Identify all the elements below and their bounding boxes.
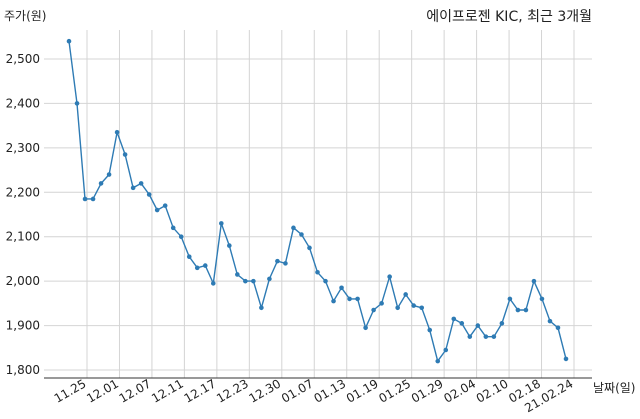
x-tick-label: 01.25 [376,376,413,405]
x-axis-title: 날짜(일) [593,381,635,395]
y-tick-label: 2,500 [6,52,40,66]
data-point [170,225,176,231]
data-point [138,181,144,186]
data-point [299,232,304,237]
data-point [178,234,184,240]
data-point [395,305,400,311]
data-point [539,296,545,302]
data-point [547,318,553,324]
y-tick-label: 2,100 [6,230,40,244]
data-point [251,278,256,284]
data-point [235,272,240,277]
data-point [82,196,88,202]
data-point [122,152,128,157]
data-point [323,278,328,284]
data-point [403,292,408,297]
data-point [227,243,232,248]
data-point [555,325,561,331]
data-point [186,254,192,260]
data-point [451,316,457,322]
y-tick-labels: 1,800 1,900 2,000 2,100 2,200 2,300 2,400 2,500 [6,52,40,377]
data-point [515,307,521,313]
data-point [130,185,136,191]
chart-title: 에이프로젠 KIC, 최근 3개월 [426,9,592,25]
data-point [459,321,465,326]
y-tick-label: 1,800 [6,363,40,377]
data-point [114,130,120,135]
x-tick-label: 12.07 [117,376,154,405]
data-point [331,298,336,304]
data-point [339,285,344,291]
data-point [315,269,320,275]
y-tick-label: 2,300 [6,141,40,155]
y-tick-label: 2,200 [6,185,40,199]
x-tick-label: 12.11 [149,376,186,405]
data-point [275,258,280,264]
data-point [291,225,296,231]
x-tick-label: 12.01 [84,376,121,405]
data-point [154,207,160,213]
data-point [146,192,152,197]
x-tick-label: 12.23 [214,376,251,405]
data-point [210,281,216,286]
data-point [379,301,384,306]
data-point [90,196,96,202]
grid-lines [44,30,592,378]
data-point [74,101,80,106]
x-tick-label: 01.13 [311,376,348,405]
data-point [219,221,224,226]
data-point [283,261,288,266]
y-tick-label: 2,000 [6,274,40,288]
data-point [507,296,513,302]
x-tick-label: 01.29 [409,376,446,405]
data-point [411,303,416,308]
data-point [435,358,441,364]
price-series [66,38,569,364]
data-point [483,334,489,339]
data-point [467,334,473,339]
x-tick-label: 01.07 [279,376,316,405]
data-point [202,263,208,268]
data-point [66,38,72,44]
x-tick-label: 12.17 [182,376,219,405]
data-point [427,327,433,333]
data-point [259,305,264,311]
x-tick-label: 01.19 [344,376,381,405]
price-line [68,41,567,363]
x-tick-label: 02.04 [441,376,478,405]
data-point [475,323,481,328]
data-point [307,245,312,251]
y-axis-title: 주가(원) [4,9,46,23]
data-point [563,356,569,362]
data-point [355,296,360,302]
x-tick-label: 02.10 [474,376,511,405]
data-point [491,334,497,339]
data-point [363,325,368,331]
data-point [523,307,529,313]
x-tick-label: 11.25 [52,376,89,405]
data-point [347,296,352,302]
data-point [499,321,505,326]
data-point [531,278,537,284]
data-point [243,278,248,284]
x-tick-labels: 11.2512.0112.0712.1112.1712.2312.3001.07… [52,376,576,415]
y-tick-label: 2,400 [6,96,40,110]
y-tick-label: 1,900 [6,319,40,333]
data-point [371,307,376,313]
data-point [98,181,104,186]
data-point [194,265,200,271]
data-point [162,203,168,208]
data-point [443,347,449,353]
x-tick-label: 12.30 [247,376,284,405]
data-point [419,305,425,311]
data-point [267,276,272,282]
data-point [106,172,112,177]
data-point [387,274,392,280]
